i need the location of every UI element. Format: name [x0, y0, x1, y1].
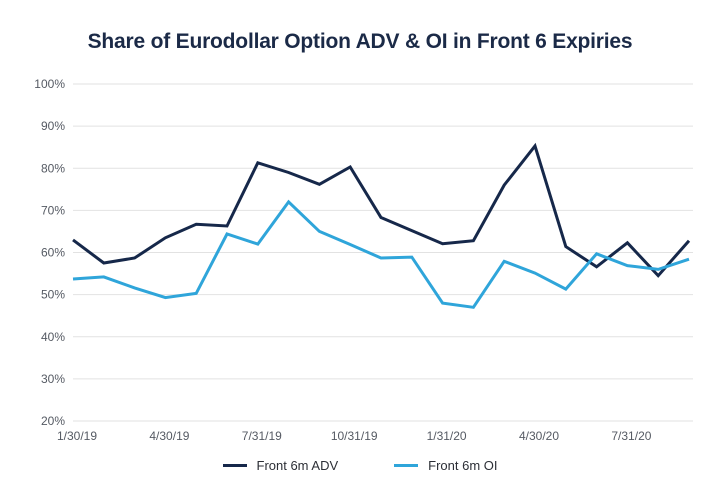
series-lines — [72, 142, 691, 309]
y-tick-label: 80% — [41, 161, 65, 175]
legend-swatch-oi — [394, 464, 419, 467]
x-axis: 1/30/19 4/30/19 7/31/19 10/31/19 1/31/20 4/30… — [57, 429, 652, 443]
legend: Front 6m ADV Front 6m OI — [0, 458, 720, 473]
y-tick-label: 50% — [41, 288, 65, 302]
x-tick-label: 4/30/19 — [149, 429, 189, 443]
y-tick-label: 70% — [41, 203, 65, 217]
gridlines — [73, 83, 693, 422]
y-tick-label: 20% — [41, 414, 65, 428]
x-tick-label: 10/31/19 — [331, 429, 378, 443]
legend-label-oi: Front 6m OI — [428, 458, 498, 473]
x-tick-label: 1/31/20 — [427, 429, 467, 443]
legend-item-adv: Front 6m ADV — [222, 458, 339, 473]
y-tick-label: 100% — [34, 77, 65, 91]
legend-swatch-adv — [222, 464, 247, 467]
y-axis: 20% 30% 40% 50% 60% 70% 80% 90% 100% — [34, 77, 65, 428]
legend-label-adv: Front 6m ADV — [256, 458, 339, 473]
x-tick-label: 7/31/20 — [611, 429, 651, 443]
x-tick-label: 7/31/19 — [242, 429, 282, 443]
x-tick-label: 1/30/19 — [57, 429, 97, 443]
chart-title: Share of Eurodollar Option ADV & OI in F… — [87, 30, 633, 53]
y-tick-label: 90% — [41, 119, 65, 133]
y-tick-label: 30% — [41, 372, 65, 386]
series-line-0 — [72, 142, 691, 278]
y-tick-label: 60% — [41, 246, 65, 260]
series-line-1 — [72, 199, 690, 309]
y-tick-label: 40% — [41, 330, 65, 344]
legend-item-oi: Front 6m OI — [394, 458, 498, 473]
x-tick-label: 4/30/20 — [519, 429, 559, 443]
